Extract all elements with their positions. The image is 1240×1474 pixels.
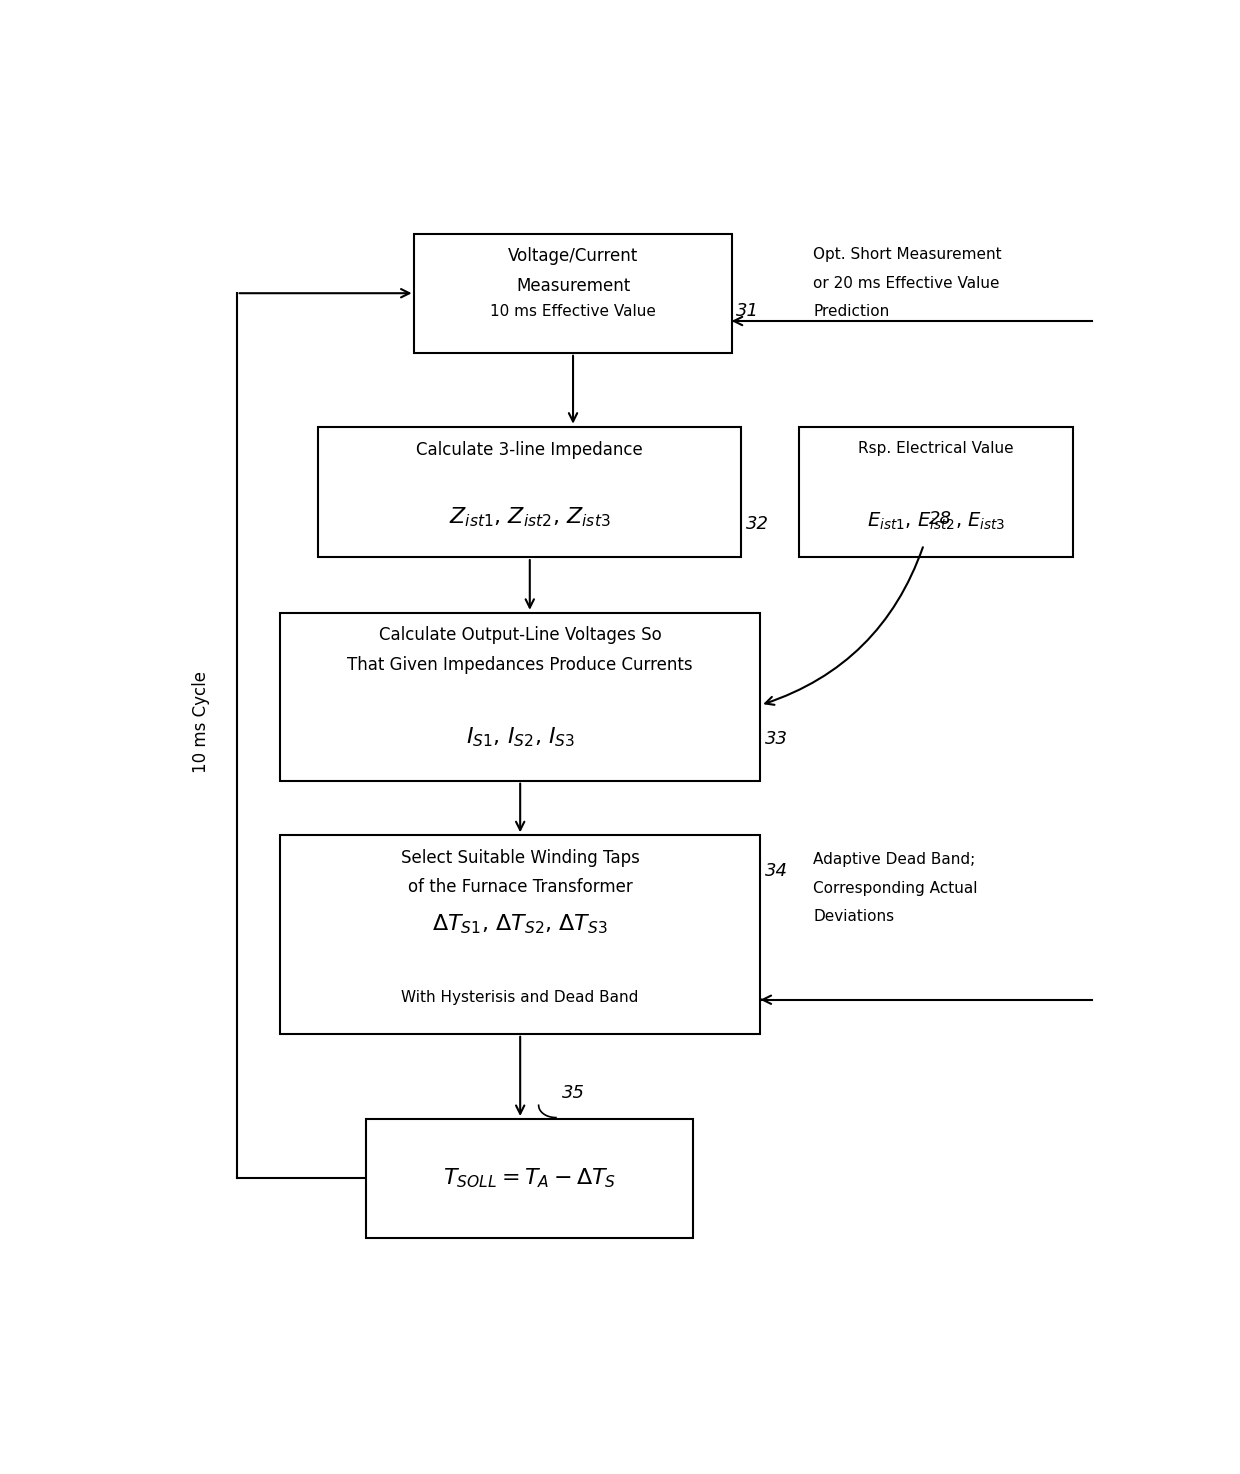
Text: $I_{S1}$, $I_{S2}$, $I_{S3}$: $I_{S1}$, $I_{S2}$, $I_{S3}$ [465, 725, 575, 749]
Text: 28: 28 [929, 510, 951, 528]
Text: 31: 31 [737, 302, 759, 320]
Text: Measurement: Measurement [516, 277, 630, 295]
Text: Calculate 3-line Impedance: Calculate 3-line Impedance [417, 441, 644, 460]
Text: Calculate Output-Line Voltages So: Calculate Output-Line Voltages So [378, 626, 662, 644]
Text: Corresponding Actual: Corresponding Actual [813, 880, 978, 896]
FancyBboxPatch shape [280, 613, 760, 781]
FancyBboxPatch shape [414, 233, 732, 352]
Text: 33: 33 [765, 730, 789, 747]
Text: 35: 35 [563, 1083, 585, 1103]
FancyBboxPatch shape [799, 426, 1073, 557]
Text: Voltage/Current: Voltage/Current [508, 248, 639, 265]
Text: Rsp. Electrical Value: Rsp. Electrical Value [858, 441, 1013, 457]
Text: 10 ms Effective Value: 10 ms Effective Value [490, 304, 656, 318]
Text: Select Suitable Winding Taps: Select Suitable Winding Taps [401, 849, 640, 867]
Text: Adaptive Dead Band;: Adaptive Dead Band; [813, 852, 976, 867]
Text: Deviations: Deviations [813, 909, 894, 924]
Text: Opt. Short Measurement: Opt. Short Measurement [813, 248, 1002, 262]
Text: $E_{ist1}$, $E_{ist2}$, $E_{ist3}$: $E_{ist1}$, $E_{ist2}$, $E_{ist3}$ [867, 511, 1006, 532]
Text: of the Furnace Transformer: of the Furnace Transformer [408, 879, 632, 896]
Text: With Hysterisis and Dead Band: With Hysterisis and Dead Band [402, 991, 639, 1005]
Text: Prediction: Prediction [813, 304, 889, 318]
Text: $\Delta T_{S1}$, $\Delta T_{S2}$, $\Delta T_{S3}$: $\Delta T_{S1}$, $\Delta T_{S2}$, $\Delt… [433, 912, 608, 936]
FancyBboxPatch shape [280, 836, 760, 1033]
Text: or 20 ms Effective Value: or 20 ms Effective Value [813, 276, 999, 290]
Text: $T_{SOLL} = T_A - \Delta T_S$: $T_{SOLL} = T_A - \Delta T_S$ [443, 1167, 616, 1191]
FancyBboxPatch shape [367, 1119, 693, 1238]
Text: That Given Impedances Produce Currents: That Given Impedances Produce Currents [347, 656, 693, 674]
Text: 34: 34 [765, 862, 789, 880]
Text: 10 ms Cycle: 10 ms Cycle [192, 671, 210, 772]
Text: 32: 32 [746, 516, 769, 534]
FancyBboxPatch shape [319, 426, 742, 557]
Text: $Z_{ist1}$, $Z_{ist2}$, $Z_{ist3}$: $Z_{ist1}$, $Z_{ist2}$, $Z_{ist3}$ [449, 506, 610, 529]
